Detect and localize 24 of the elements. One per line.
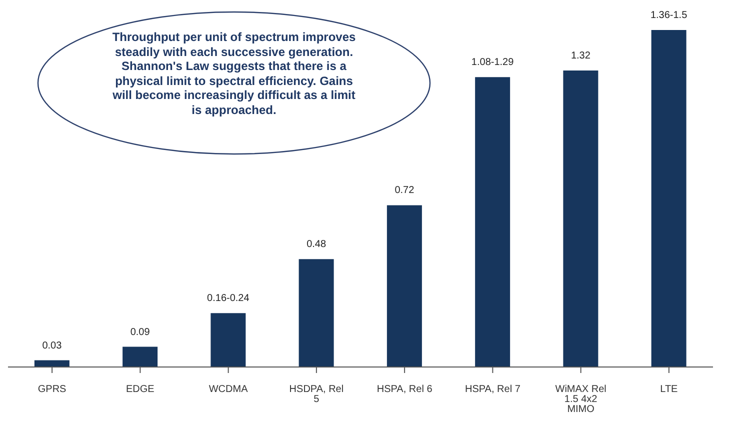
- x-tick-label: HSDPA, Rel 5: [289, 384, 344, 406]
- bar: [386, 205, 422, 367]
- x-tick-label: HSPA, Rel 7: [464, 384, 521, 396]
- data-label: 0.48: [306, 239, 326, 250]
- bar: [475, 77, 510, 367]
- x-tick-label: HSPA, Rel 6: [376, 384, 433, 396]
- bar: [122, 346, 158, 367]
- data-label: 0.16-0.24: [207, 293, 250, 304]
- x-tick-label: EDGE: [126, 384, 155, 396]
- data-label: 0.09: [130, 326, 150, 338]
- x-tick-label: WCDMA: [208, 384, 248, 396]
- bar: [651, 30, 686, 367]
- annotation: Throughput per unit of spectrum improves steadily with each successive generation. Shannon's Law suggests that there is a physical limit to spectral efficiency. Gains will become increasingly difficult as a limit is approached.: [111, 30, 357, 117]
- bar: [210, 313, 246, 367]
- data-label: 1.08-1.29: [471, 57, 514, 68]
- data-label: 1.36-1.5: [650, 10, 688, 21]
- x-tick-label: GPRS: [38, 384, 67, 396]
- x-tick-label: WiMAX Rel 1.5 4x2 MIMO: [555, 384, 606, 416]
- data-label: 0.03: [42, 340, 62, 352]
- bar: [298, 259, 334, 367]
- data-label: 0.72: [394, 185, 415, 196]
- data-label: 1.32: [570, 50, 591, 62]
- x-tick-label: LTE: [660, 384, 678, 396]
- bar: [563, 70, 598, 367]
